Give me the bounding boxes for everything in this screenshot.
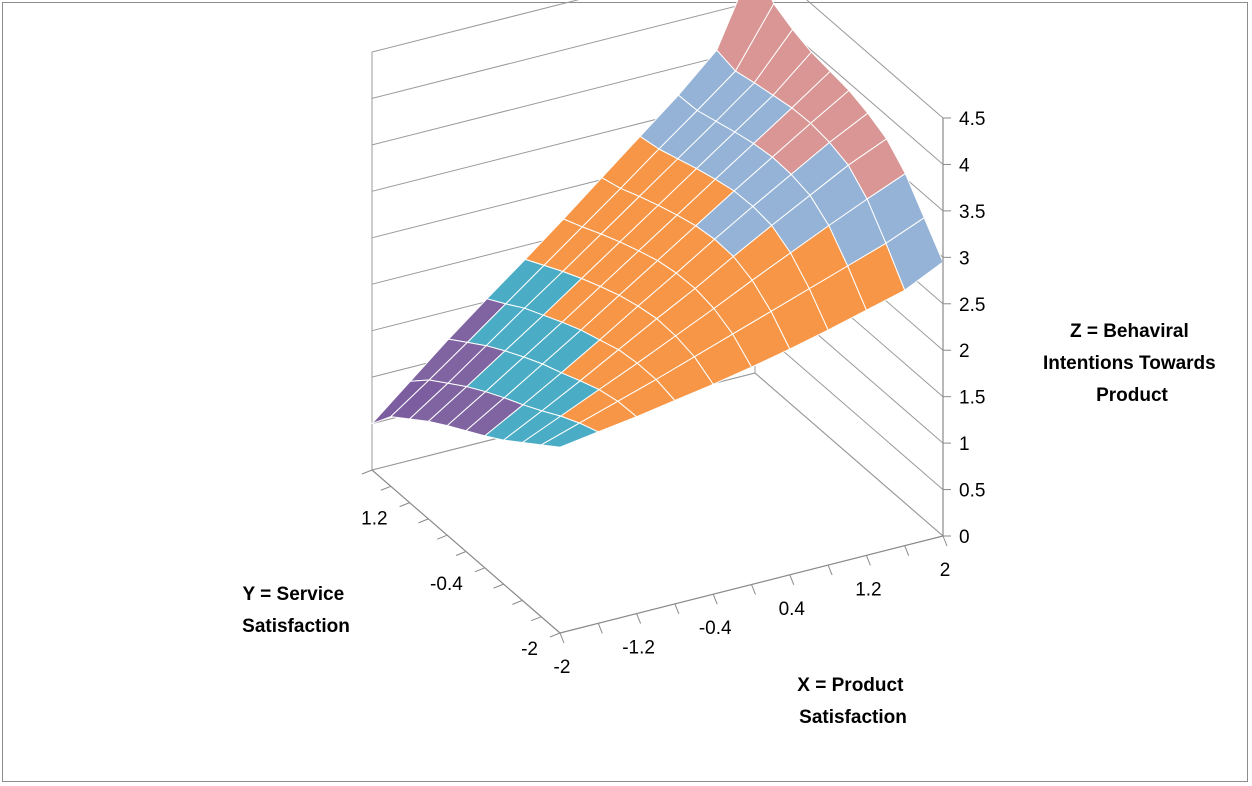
surface-cell (540, 422, 599, 448)
y-axis-title-line-1: Y = Service (243, 584, 345, 605)
z-axis-tick-labels: 0 0.5 1 1.5 2 2.5 3 3.5 4 4.5 (943, 109, 985, 548)
z-tick-label: 0.5 (959, 481, 985, 502)
x-axis-title: X = Product Satisfaction (797, 675, 908, 728)
x-tick-label: 2 (940, 560, 951, 581)
x-tick-mark (789, 574, 795, 585)
x-tick-mark (751, 584, 756, 595)
y-tick-mark (399, 502, 410, 508)
x-tick-mark (712, 594, 718, 605)
z-axis-title-line-2: Intentions Towards (1043, 353, 1216, 374)
x-tick-mark (942, 535, 948, 547)
x-tick-mark (674, 603, 680, 615)
x-tick-mark (636, 613, 642, 624)
y-tick-mark (437, 534, 448, 540)
x-tick-mark (904, 545, 910, 556)
y-tick-mark (455, 551, 467, 556)
z-axis-title-line-1: Z = Behaviral (1070, 321, 1189, 342)
y-tick-label: 1.2 (361, 509, 387, 530)
x-tick-mark (597, 623, 603, 634)
y-axis-tick-labels: -2 -0.4 1.2 (361, 469, 561, 660)
x-tick-mark (865, 555, 871, 566)
x-tick-label: 0.4 (779, 599, 806, 620)
x-axis-tick-labels: -2 -1.2 -0.4 0.4 1.2 2 (554, 535, 951, 678)
y-tick-mark (531, 616, 542, 622)
y-tick-mark (512, 599, 523, 605)
y-tick-mark (549, 632, 561, 638)
z-tick-label: 4.5 (959, 109, 985, 130)
x-tick-mark (827, 564, 833, 576)
z-tick-label: 0 (959, 527, 970, 548)
x-tick-label: 1.2 (855, 579, 881, 600)
z-tick-label: 1 (959, 434, 970, 455)
y-tick-label: -0.4 (430, 574, 463, 595)
y-tick-mark (418, 518, 429, 524)
y-tick-label: -2 (521, 639, 538, 660)
y-tick-mark (474, 567, 485, 573)
y-tick-mark (493, 583, 504, 589)
z-tick-label: 2.5 (959, 295, 985, 316)
surface-plot (371, 0, 944, 448)
z-tick-label: 3 (959, 248, 970, 269)
x-axis-title-line-2: Satisfaction (799, 707, 907, 728)
x-tick-label: -2 (554, 657, 571, 678)
y-tick-mark (380, 485, 391, 491)
x-tick-label: -0.4 (699, 618, 732, 639)
floor-back-edge (754, 372, 944, 537)
z-tick-label: 1.5 (959, 388, 985, 409)
z-axis-title-line-3: Product (1096, 385, 1168, 406)
z-axis-title: Z = Behaviral Intentions Towards Product (1043, 321, 1221, 406)
x-axis-title-line-1: X = Product (797, 675, 904, 696)
x-tick-label: -1.2 (622, 638, 655, 659)
z-gridline (371, 0, 944, 119)
x-tick-mark (559, 632, 565, 644)
y-axis-title: Y = Service Satisfaction (242, 584, 350, 637)
z-tick-label: 2 (959, 341, 970, 362)
y-tick-mark (361, 469, 373, 475)
z-tick-label: 4 (959, 155, 970, 176)
z-tick-label: 3.5 (959, 202, 985, 223)
y-axis-title-line-2: Satisfaction (242, 616, 350, 637)
